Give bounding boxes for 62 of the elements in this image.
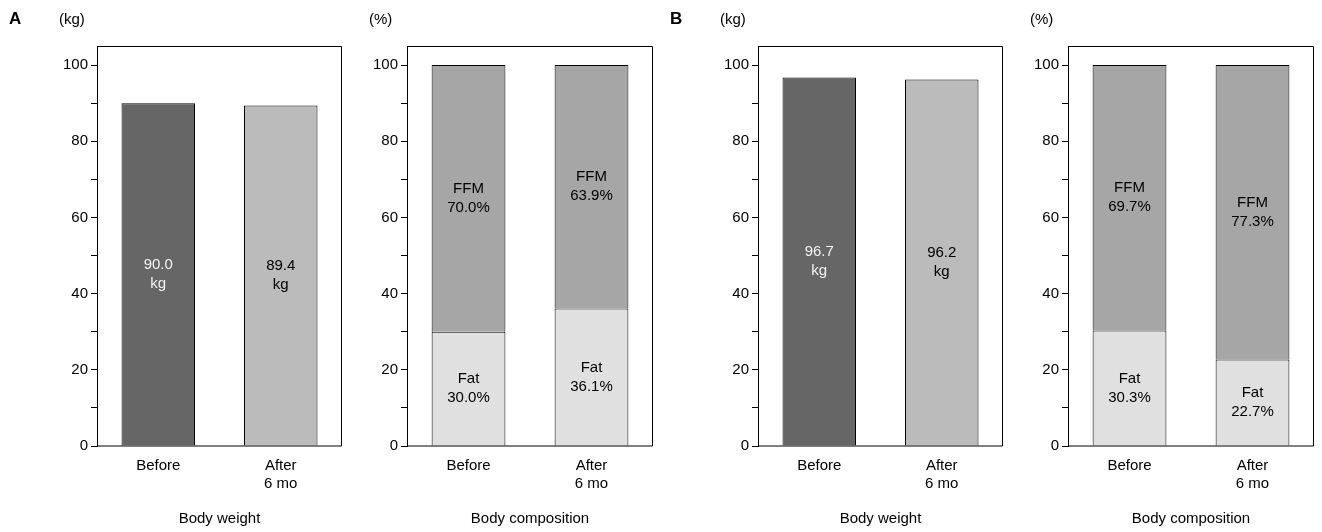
y-tick-label: 100: [63, 55, 89, 73]
data-label: 30.0%: [447, 388, 490, 406]
data-label: 22.7%: [1231, 402, 1274, 420]
data-label: 77.3%: [1231, 211, 1274, 229]
series-label: FFM: [1237, 192, 1268, 210]
y-tick-label: 0: [79, 436, 89, 454]
y-tick-label: 40: [71, 283, 89, 301]
y-tick-label: 80: [71, 131, 89, 149]
y-tick-label: 40: [1042, 283, 1060, 301]
data-label: 69.7%: [1108, 197, 1151, 215]
y-tick-label: 20: [732, 359, 750, 377]
y-tick-label: 0: [1050, 436, 1060, 454]
y-tick-label: 60: [732, 207, 750, 225]
data-label: 70.0%: [447, 198, 490, 216]
x-tick-label: After 6 mo: [574, 456, 609, 492]
x-tick-label: Before: [797, 456, 842, 474]
x-tick-label: Before: [1107, 456, 1152, 474]
y-axis-title: (%): [1030, 10, 1054, 27]
x-axis-title: Body weight: [178, 509, 262, 527]
text: Fat: [457, 369, 480, 387]
data-label: 90.0 kg: [143, 254, 173, 291]
y-tick-label: 0: [740, 436, 750, 454]
y-tick-label: 40: [732, 283, 750, 301]
x-tick-label: Before: [446, 456, 491, 474]
x-axis-title: Body weight: [839, 509, 923, 527]
data-label: 96.2 kg: [927, 243, 957, 280]
data-label: 36.1%: [570, 376, 613, 394]
y-tick-label: 100: [373, 55, 399, 73]
data-label: 96.7 kg: [804, 242, 834, 279]
y-tick-label: 100: [1034, 55, 1060, 73]
x-tick-label: Before: [136, 456, 181, 474]
x-tick-label: After 6 mo: [264, 456, 298, 492]
y-axis-title: (kg): [720, 10, 746, 27]
data-label: 89.4 kg: [266, 256, 296, 293]
y-tick-label: 80: [732, 131, 750, 149]
y-tick-label: 100: [724, 55, 750, 73]
chart-title: B: [670, 9, 683, 28]
y-tick-label: 60: [71, 207, 89, 225]
x-axis-title: Body composition: [470, 509, 590, 527]
y-tick-label: 20: [381, 359, 399, 377]
y-tick-label: 20: [1042, 359, 1060, 377]
text: FFM: [453, 179, 484, 197]
series-label: Fat: [1241, 383, 1265, 401]
x-tick-label: After 6 mo: [1235, 456, 1270, 492]
y-tick-label: 60: [381, 207, 399, 225]
data-label: 63.9%: [570, 186, 613, 204]
y-tick-label: 80: [381, 131, 399, 149]
y-tick-label: 0: [389, 436, 399, 454]
x-axis-title: Body composition: [1131, 509, 1251, 527]
x-tick-label: After 6 mo: [925, 456, 959, 492]
y-tick-label: 80: [1042, 131, 1060, 149]
y-tick-label: 40: [381, 283, 399, 301]
text: FFM: [1114, 178, 1145, 196]
y-tick-label: 60: [1042, 207, 1060, 225]
y-axis-title: (kg): [59, 10, 85, 27]
text: Fat: [1118, 368, 1141, 386]
data-label: 30.3%: [1108, 387, 1151, 405]
y-axis-title: (%): [369, 10, 393, 27]
chart-title: A: [9, 9, 22, 28]
y-tick-label: 20: [71, 359, 89, 377]
series-label: FFM: [576, 167, 607, 185]
series-label: Fat: [580, 357, 604, 375]
